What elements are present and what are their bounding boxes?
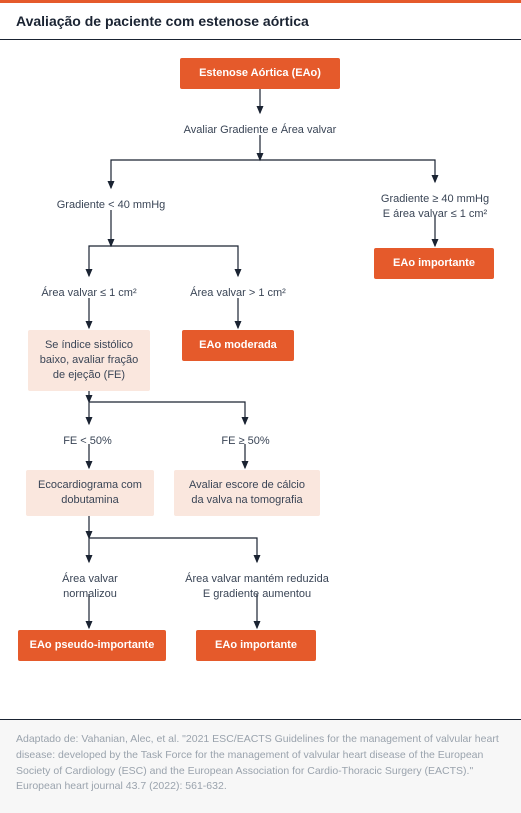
- flow-node-n7: Área valvar > 1 cm²: [178, 278, 298, 309]
- flow-node-n6: Área valvar ≤ 1 cm²: [28, 278, 150, 309]
- flow-edge: [89, 538, 257, 562]
- flow-node-n1: Estenose Aórtica (EAo): [180, 58, 340, 89]
- flowchart-canvas: Estenose Aórtica (EAo) Avaliar Gradiente …: [0, 40, 521, 720]
- flow-node-n2: Avaliar Gradiente e Área valvar: [168, 115, 352, 146]
- flow-edge: [89, 402, 245, 424]
- flow-node-n4: Gradiente ≥ 40 mmHgE área valvar ≤ 1 cm²: [360, 184, 510, 230]
- flow-node-n8: Se índice sistólicobaixo, avaliar fração…: [28, 330, 150, 391]
- flow-node-n15: Área valvar mantém reduzidaE gradiente a…: [168, 564, 346, 610]
- flow-node-n11: FE ≥ 50%: [208, 426, 283, 457]
- flow-edge: [111, 160, 260, 188]
- flow-edge: [260, 160, 435, 182]
- flow-node-n12: Ecocardiograma comdobutamina: [26, 470, 154, 516]
- flow-node-n9: EAo moderada: [182, 330, 294, 361]
- flow-node-n5: EAo importante: [374, 248, 494, 279]
- flow-edge: [89, 246, 111, 276]
- flow-node-n3: Gradiente < 40 mmHg: [36, 190, 186, 221]
- flow-node-n16: EAo pseudo-importante: [18, 630, 166, 661]
- footer-citation: Adaptado de: Vahanian, Alec, et al. "202…: [0, 720, 521, 813]
- flow-node-n10: FE < 50%: [50, 426, 125, 457]
- flow-node-n14: Área valvarnormalizou: [44, 564, 136, 610]
- page-container: Avaliação de paciente com estenose aórti…: [0, 0, 521, 813]
- flow-node-n17: EAo importante: [196, 630, 316, 661]
- flow-node-n13: Avaliar escore de cálcioda valva na tomo…: [174, 470, 320, 516]
- flow-edge: [111, 246, 238, 276]
- page-title: Avaliação de paciente com estenose aórti…: [16, 13, 505, 29]
- header: Avaliação de paciente com estenose aórti…: [0, 0, 521, 40]
